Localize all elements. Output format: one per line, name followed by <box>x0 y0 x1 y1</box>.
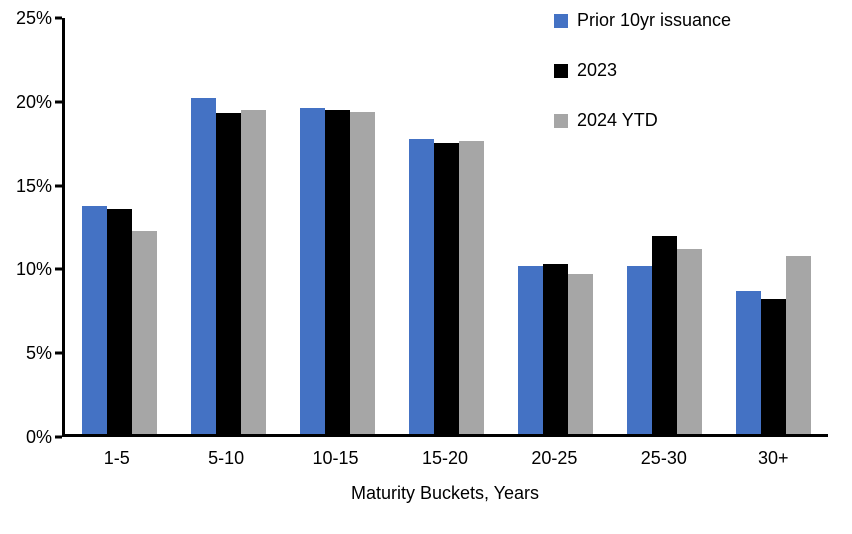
bar-2024-ytd-25-30 <box>677 249 702 434</box>
bar-2023-5-10 <box>216 112 241 434</box>
bar-group-20-25 <box>501 18 610 434</box>
x-tick-label-15-20: 15-20 <box>421 448 468 468</box>
y-axis-labels: 0% 5% 10% 15% 20% 25% <box>0 9 52 446</box>
bar-2024-ytd-10-15 <box>350 112 375 434</box>
plot-area <box>62 18 828 437</box>
bar-prior-10yr-issuance-20-25 <box>518 265 543 434</box>
bar-2024-ytd-30 <box>786 255 811 434</box>
legend-item-2023: 2023 <box>554 60 731 81</box>
y-tick-mark <box>55 351 62 355</box>
bar-group-25-30 <box>610 18 719 434</box>
bar-2024-ytd-1-5 <box>132 231 157 434</box>
legend-swatch-icon <box>554 113 568 128</box>
bar-2023-25-30 <box>652 235 677 434</box>
bar-2023-15-20 <box>434 142 459 434</box>
legend-item-prior-10yr-issuance: Prior 10yr issuance <box>554 10 731 31</box>
bar-2023-10-15 <box>325 110 350 434</box>
bar-prior-10yr-issuance-5-10 <box>191 97 216 434</box>
bar-group-30 <box>719 18 828 434</box>
bar-group-1-5 <box>65 18 174 434</box>
y-tick-label: 10% <box>15 259 52 280</box>
x-axis-labels: 1-5 5-10 10-15 15-20 20-25 25-30 30+ <box>62 448 828 469</box>
bar-2024-ytd-15-20 <box>459 141 484 434</box>
x-axis-title: Maturity Buckets, Years <box>350 483 540 503</box>
y-tick-label: 15% <box>15 175 52 196</box>
y-tick-label: 5% <box>25 343 52 364</box>
bar-prior-10yr-issuance-1-5 <box>82 206 107 434</box>
x-tick-label-25-30: 25-30 <box>640 448 687 468</box>
legend-swatch-icon <box>554 13 568 28</box>
bar-prior-10yr-issuance-25-30 <box>627 265 652 434</box>
y-tick-label: 20% <box>15 91 52 112</box>
x-tick-label-30: 30+ <box>757 448 789 468</box>
y-tick-mark <box>55 184 62 188</box>
bar-prior-10yr-issuance-10-15 <box>300 107 325 434</box>
bar-prior-10yr-issuance-15-20 <box>409 139 434 434</box>
bar-group-5-10 <box>174 18 283 434</box>
bar-prior-10yr-issuance-30 <box>736 290 761 434</box>
bar-2023-30 <box>761 299 786 434</box>
bar-2024-ytd-5-10 <box>241 109 266 434</box>
y-tick-mark <box>55 16 62 20</box>
bar-group-15-20 <box>392 18 501 434</box>
legend: Prior 10yr issuance 2023 2024 YTD <box>554 10 731 160</box>
y-axis-ticks <box>55 16 62 439</box>
y-tick-mark <box>55 100 62 104</box>
x-tick-label-5-10: 5-10 <box>208 448 245 468</box>
legend-label: 2024 YTD <box>577 110 658 130</box>
legend-swatch-icon <box>554 63 568 78</box>
y-tick-label: 0% <box>25 427 52 447</box>
x-tick-label-10-15: 10-15 <box>312 448 359 468</box>
legend-item-2024-ytd: 2024 YTD <box>554 110 731 131</box>
y-tick-mark <box>55 267 62 271</box>
x-tick-label-20-25: 20-25 <box>531 448 578 468</box>
x-tick-label-1-5: 1-5 <box>103 448 130 468</box>
legend-label: 2023 <box>577 60 618 80</box>
bar-2023-1-5 <box>107 209 132 434</box>
bar-2023-20-25 <box>543 264 568 434</box>
y-tick-mark <box>55 435 62 439</box>
y-tick-label: 25% <box>15 8 52 28</box>
legend-label: Prior 10yr issuance <box>577 10 732 30</box>
bar-2024-ytd-20-25 <box>568 274 593 434</box>
bar-group-10-15 <box>283 18 392 434</box>
